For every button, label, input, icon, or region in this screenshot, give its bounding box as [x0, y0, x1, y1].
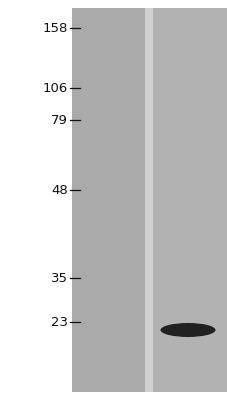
Ellipse shape — [160, 323, 215, 337]
Text: 158: 158 — [42, 22, 68, 34]
Bar — [144, 8, 152, 392]
Bar — [152, 8, 227, 392]
Text: 35: 35 — [51, 272, 68, 284]
Text: 106: 106 — [42, 82, 68, 94]
Text: 48: 48 — [51, 184, 68, 196]
Bar — [72, 8, 144, 392]
Text: 23: 23 — [51, 316, 68, 328]
Text: 79: 79 — [51, 114, 68, 126]
